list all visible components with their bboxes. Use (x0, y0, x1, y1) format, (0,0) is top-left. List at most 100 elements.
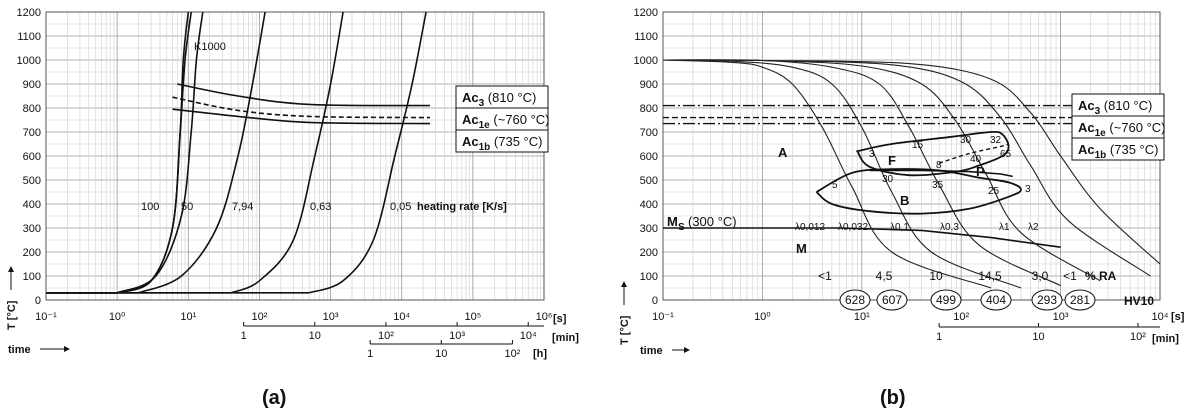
panel-a-y-tick-label: 300 (23, 223, 41, 235)
panel-a-rate-50: 50 (181, 201, 193, 213)
panel-b-ferrite-bottom (869, 169, 1013, 178)
panel-a-min-tick-label: 10² (378, 330, 394, 342)
panel-b-x-tick-label: 10¹ (854, 311, 870, 323)
panel-a-legend-box (455, 129, 549, 153)
panel-a-transformation-lines (172, 83, 431, 125)
panel-a-heating-curve (138, 11, 266, 294)
panel-b-ms-label: M S (300 °C) (667, 214, 737, 233)
panel-b-y-tick-label: 1000 (634, 55, 658, 67)
panel-b-ferrite-region (855, 130, 1010, 177)
panel-a-heating-curve (116, 11, 192, 294)
panel-b-y-tick-label: 100 (640, 271, 658, 283)
panel-b-region-num: 35 (932, 180, 944, 191)
panel-a-y-tick-label: 800 (23, 103, 41, 115)
panel-a-y-ticks: 0 100 200 300 400 500 600 700 800 900 1000 1100 1200 (17, 7, 41, 307)
panel-a-transformation-line (172, 108, 431, 125)
panel-b-ra-value: 14,5 (978, 269, 1002, 283)
panel-b-region-num: 8 (936, 160, 942, 171)
panel-b-phase-a: A (778, 145, 788, 160)
panel-b-y-tick-label: 700 (640, 127, 658, 139)
panel-b-hardness-ellipse (876, 289, 908, 311)
panel-b-hardness-ellipse (1031, 289, 1063, 311)
panel-b-y-tick-label: 800 (640, 103, 658, 115)
panel-b-hardness-value: 628 (845, 293, 865, 307)
panel-b-y-tick-label: 600 (640, 151, 658, 163)
panel-a-rate-005: 0,05 (390, 201, 411, 213)
panel-b-cooling-curve (662, 59, 992, 289)
panel-b-hardness-value: 281 (1070, 293, 1090, 307)
panel-b-hardness-ellipse (839, 289, 871, 311)
panel-a-xlabel: time (8, 344, 31, 356)
panel-b-lambda-label: λ2 (1028, 222, 1039, 233)
panel-b-y-axis-label: T [°C] (619, 281, 631, 345)
panel-b-xlabel: time (640, 345, 663, 357)
panel-a-x-ticks: 10⁻¹ 10⁰ 10¹ 10² 10³ 10⁴ 10⁵ 10⁶ 1 10 10² 10³ 10⁴ 1 10… (35, 311, 552, 360)
panel-b-lambda-label: λ0,1 (890, 222, 909, 233)
panel-b-phase-m: M (796, 241, 807, 256)
panel-b-x-tick-label: 10⁻¹ (652, 311, 674, 323)
panel-b-y-tick-label: 300 (640, 223, 658, 235)
panel-b-bainite-region (815, 168, 1022, 215)
panel-b-legend-boxes: Ac3 (810 °C) Ac1e (~760 °C) Ac1b (735 °C) (1071, 93, 1166, 161)
panel-a-y-tick-label: 900 (23, 79, 41, 91)
panel-a-x-tick-label: 10⁰ (109, 311, 126, 323)
panel-b-cooling-curves (662, 59, 1161, 289)
panel-a-x-axis-label: time (8, 344, 70, 356)
panel-a-transformation-line (177, 83, 431, 107)
panel-a-ylabel: T [°C] (6, 300, 18, 330)
panel-b-hardness-value: 607 (882, 293, 902, 307)
panel-b-region-num: 3 (1025, 184, 1031, 195)
panel-a-heating-rate-label: heating rate [K/s] (417, 201, 507, 213)
panel-a-y-tick-label: 1100 (17, 31, 41, 43)
panel-b-ra-values: <1 4,5 10 14,5 3,0 <1 (818, 269, 1077, 283)
panel-b-hardness-ellipse (980, 289, 1012, 311)
panel-a-h-tick-label: 10² (504, 348, 520, 360)
panel-b-min-tick-label: 10² (1130, 331, 1146, 343)
panel-b-x-tick-label: 10³ (1053, 311, 1069, 323)
panel-b-lambda-label: λ0,032 (838, 222, 868, 233)
panel-b-y-tick-label: 0 (652, 295, 658, 307)
panel-b-ra-value: 4,5 (876, 269, 893, 283)
panel-b-phase-f: F (888, 153, 896, 168)
panel-b-legend-label: Ac1b (735 °C) (1078, 142, 1158, 161)
panel-b-phase-regions (815, 130, 1022, 215)
panel-a-legend-label: Ac3 (810 °C) (462, 90, 536, 109)
panel-b-hv-label: HV10 (1124, 294, 1154, 308)
panel-b-ylabel: T [°C] (619, 315, 631, 345)
panel-b-y-tick-label: 500 (640, 175, 658, 187)
panel-b-phase-p: P (976, 164, 985, 179)
panel-b-x-tick-label: 10⁴ (1152, 311, 1169, 323)
panel-b-ms-m: M (667, 214, 678, 229)
panel-b-legend-label: Ac3 (810 °C) (1078, 98, 1152, 117)
panel-b-x-tick-label: 10⁰ (754, 311, 771, 323)
panel-b-region-num: 65 (1000, 149, 1012, 160)
panel-b-ra-value: <1 (1063, 269, 1077, 283)
panel-b-ra-label: % RA (1085, 269, 1117, 283)
panel-b-y-tick-label: 900 (640, 79, 658, 91)
panel-a-y-tick-label: 700 (23, 127, 41, 139)
panel-a-rate-794: 7,94 (232, 201, 253, 213)
panel-b-cooling-curve (662, 59, 1161, 265)
panel-b-y-tick-label: 1100 (634, 31, 658, 43)
panel-a-transformation-line (172, 96, 431, 119)
panel-a-heating-curve (308, 11, 427, 294)
panel-a-y-tick-label: 400 (23, 199, 41, 211)
panel-b-hardness-ellipse (1064, 289, 1096, 311)
panel-a-y-tick-label: 500 (23, 175, 41, 187)
panel-b-hardness-value: 499 (936, 293, 956, 307)
panel-b-x-axis-label: time (640, 345, 690, 357)
panel-b-x-ticks: 10⁻¹ 10⁰ 10¹ 10² 10³ 10⁴ 1 10 10² (652, 311, 1169, 343)
panel-a-min-unit: [min] (552, 332, 579, 344)
panel-b-region-num: 3 (869, 149, 875, 160)
panel-a-grid (45, 11, 545, 301)
panel-b-ms-sub: S (678, 222, 685, 233)
panel-b-region-num: 5 (832, 180, 838, 191)
panel-b-hardness-values: 628 607 499 404 293 281 (839, 289, 1096, 311)
panel-b-ra-value: 3,0 (1032, 269, 1049, 283)
panel-a-min-tick-label: 1 (241, 330, 247, 342)
panel-a-y-tick-label: 1000 (17, 55, 41, 67)
panel-b-min-unit: [min] (1152, 333, 1179, 345)
panel-b-legend-box (1071, 137, 1165, 161)
panel-a-legend-boxes: Ac3 (810 °C) Ac1e (~760 °C) Ac1b (735 °C) (455, 85, 550, 153)
